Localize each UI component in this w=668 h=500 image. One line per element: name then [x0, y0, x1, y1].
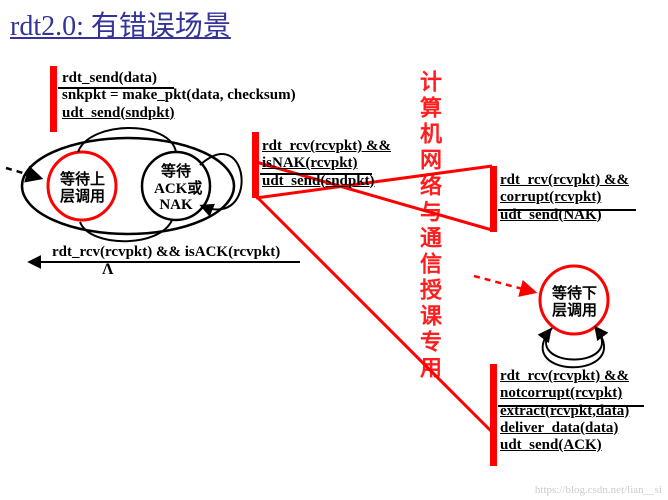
lbl-corrupt: rdt_rcv(rcvpkt) && corrupt(rcvpkt) udt_s…: [500, 172, 629, 224]
red-bar-corrupt: [490, 166, 497, 232]
red-bar-send: [50, 66, 57, 132]
lbl-ack: rdt_rcv(rcvpkt) && isACK(rcvpkt) Λ: [52, 244, 280, 280]
watermark-url: https://blog.csdn.net/lian__si: [535, 484, 662, 496]
label-wait-ack: 等待ACK或NAK: [154, 164, 198, 214]
red-bar-nak: [252, 132, 259, 198]
red-link-3: [258, 198, 492, 432]
label-wait-upper: 等待上层调用: [60, 172, 104, 205]
init-arrow-receiver: [474, 276, 534, 292]
lbl-ok: rdt_rcv(rcvpkt) && notcorrupt(rcvpkt) ex…: [500, 368, 629, 454]
lbl-nak: rdt_rcv(rcvpkt) && isNAK(rcvpkt) udt_sen…: [262, 138, 391, 190]
lbl-send: rdt_send(data) snkpkt = make_pkt(data, c…: [62, 70, 296, 122]
label-wait-lower: 等待下层调用: [552, 286, 596, 319]
